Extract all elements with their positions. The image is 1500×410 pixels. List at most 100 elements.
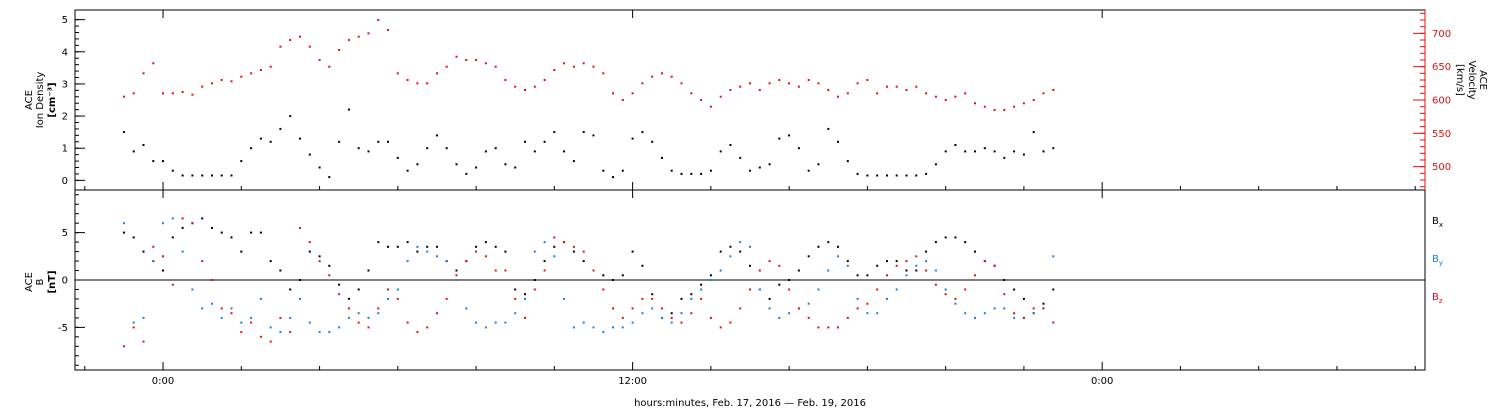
bottom-b-series2-point-46 <box>572 245 575 248</box>
top-velocity-series0-point-43 <box>543 79 546 81</box>
top-velocity-series0-point-21 <box>328 65 331 68</box>
bottom-b-series2-point-37 <box>484 255 487 258</box>
bottom-b-series2-point-67 <box>778 264 781 267</box>
top-velocity-series0-point-25 <box>367 32 370 35</box>
bottom-b-series0-point-31 <box>426 245 429 248</box>
bottom-b-series2-point-65 <box>758 269 761 272</box>
bottom-b-series2-point-83 <box>934 283 937 286</box>
bottom-b-series0-point-18 <box>299 279 301 281</box>
bottom-b-series2-point-52 <box>631 307 634 310</box>
bottom-b-series2-point-78 <box>886 274 888 277</box>
bottom-b-series1-point-5 <box>171 217 174 220</box>
bottom-b-series1-point-13 <box>250 316 253 319</box>
bottom-b-series2-point-39 <box>504 269 507 272</box>
top-density-series0-point-55 <box>661 156 663 159</box>
top-velocity-series0-point-75 <box>856 82 859 85</box>
bottom-b-series0-point-87 <box>974 250 976 253</box>
top-density-series0-point-94 <box>1042 150 1045 153</box>
top-density-series0-point-43 <box>543 140 546 143</box>
bottom-b-series0-point-76 <box>866 274 869 277</box>
top-density-series0-point-87 <box>974 150 976 153</box>
bottom-b-series1-point-61 <box>719 269 722 272</box>
top-density-series0-point-17 <box>289 115 292 118</box>
top-density-series0-point-82 <box>925 172 928 175</box>
bottom-b-series0-point-27 <box>387 245 389 248</box>
top-velocity-series0-point-1 <box>132 92 135 95</box>
top-density-series0-point-65 <box>758 166 761 169</box>
bottom-b-series1-point-56 <box>670 321 673 324</box>
top-density-series0-point-30 <box>416 163 419 166</box>
bottom-b-series1-point-95 <box>1052 255 1055 258</box>
top-velocity-series0-point-44 <box>553 69 556 71</box>
bottom-b-series2-point-9 <box>211 279 213 281</box>
top-velocity-series0-point-14 <box>259 69 262 71</box>
top-density-series0-point-33 <box>445 147 448 150</box>
top-right-ylabel-line1: ACE <box>1477 70 1488 90</box>
top-velocity-series0-point-91 <box>1013 105 1016 108</box>
top-density-series0-point-13 <box>250 147 253 150</box>
bottom-b-series2-point-15 <box>269 340 272 343</box>
bottom-b-series1-point-6 <box>181 250 184 253</box>
top-density-series0-point-50 <box>612 176 614 179</box>
bottom-b-series1-point-87 <box>974 316 976 319</box>
top-density-series0-point-86 <box>964 150 967 153</box>
bottom-b-series1-point-67 <box>778 316 781 319</box>
bottom-b-series2-point-60 <box>709 316 712 319</box>
top-velocity-series0-point-33 <box>445 65 448 68</box>
top-velocity-series0-point-42 <box>533 85 536 88</box>
top-velocity-series0-point-38 <box>494 65 497 68</box>
top-density-series0-point-28 <box>396 156 399 159</box>
bottom-b-series2-point-17 <box>289 331 292 334</box>
legend-bx-main: B <box>1432 216 1439 227</box>
bottom-b-series2-point-48 <box>592 269 595 272</box>
top-velocity-series0-point-9 <box>211 82 213 85</box>
top-velocity-series0-point-92 <box>1022 102 1025 105</box>
bottom-b-series0-point-36 <box>475 245 478 248</box>
bottom-b-series1-point-65 <box>758 288 761 291</box>
bottom-ytick-label-2: 5 <box>62 228 68 239</box>
top-density-series0-point-72 <box>827 127 830 130</box>
bottom-b-series0-point-66 <box>768 297 771 300</box>
bottom-b-series0-point-47 <box>582 260 585 263</box>
bottom-b-series2-point-24 <box>357 321 360 324</box>
top-density-series0-point-9 <box>211 174 213 177</box>
top-density-series0-point-88 <box>983 147 986 150</box>
top-velocity-series0-point-4 <box>162 92 164 95</box>
top-velocity-series0-point-55 <box>661 72 663 75</box>
top-velocity-series0-point-0 <box>122 95 125 98</box>
bottom-b-series1-point-82 <box>925 260 928 263</box>
top-velocity-series0-point-6 <box>181 91 184 93</box>
bottom-b-series1-point-12 <box>240 321 243 324</box>
bottom-b-series0-point-81 <box>915 269 918 272</box>
bottom-b-series1-point-44 <box>553 255 556 258</box>
bottom-b-series2-point-18 <box>299 226 301 229</box>
top-velocity-series0-point-69 <box>797 85 800 88</box>
bottom-b-series2-point-49 <box>602 288 605 291</box>
bottom-b-series0-point-73 <box>837 245 839 248</box>
bottom-b-series0-point-82 <box>925 250 928 253</box>
bottom-b-series1-point-45 <box>563 297 566 300</box>
top-density-series0-point-31 <box>426 147 429 150</box>
bottom-b-series0-point-57 <box>680 297 683 300</box>
top-velocity-series0-point-68 <box>788 82 791 85</box>
bottom-b-series0-point-78 <box>886 260 888 263</box>
bottom-b-series1-point-68 <box>788 312 791 315</box>
bottom-b-series0-point-91 <box>1013 288 1016 291</box>
bottom-b-series0-point-79 <box>895 260 898 263</box>
bottom-b-series2-point-4 <box>162 255 164 258</box>
bottom-b-series0-point-52 <box>631 250 634 253</box>
bottom-b-series1-point-29 <box>406 260 409 263</box>
top-density-series0-point-57 <box>680 172 683 175</box>
top-velocity-series0-point-7 <box>191 93 194 96</box>
top-velocity-series0-point-85 <box>954 95 957 98</box>
top-velocity-series0-point-17 <box>289 39 292 41</box>
marks-layer <box>122 19 1055 348</box>
bottom-b-series1-point-73 <box>837 255 839 258</box>
bottom-b-series2-point-81 <box>915 255 918 258</box>
top-ytick-label-2: 2 <box>62 112 68 123</box>
bottom-b-series2-point-77 <box>876 288 879 291</box>
bottom-b-series0-point-80 <box>905 269 908 272</box>
bottom-b-series1-point-81 <box>915 264 918 267</box>
bottom-b-series1-point-84 <box>944 288 947 291</box>
top-density-series0-point-40 <box>514 166 517 169</box>
